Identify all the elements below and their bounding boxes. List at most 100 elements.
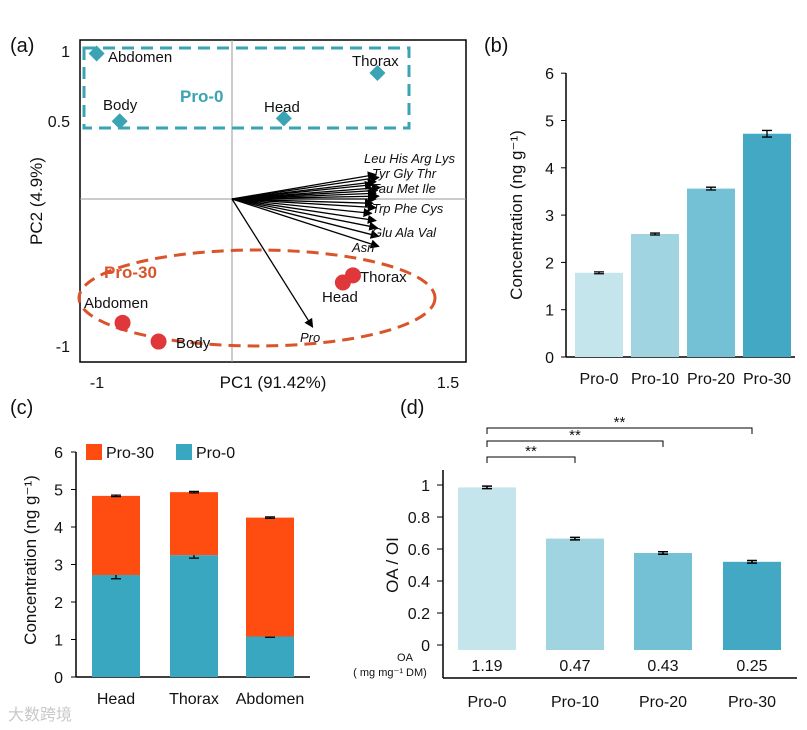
a-loading-vector bbox=[231, 198, 380, 239]
c-xtick: Head bbox=[97, 691, 135, 708]
c-legend-label: Pro-30 bbox=[106, 445, 154, 462]
b-ytick: 6 bbox=[545, 66, 554, 83]
d-oa-value: 1.19 bbox=[471, 658, 502, 675]
a-group-label-pro30: Pro-30 bbox=[104, 263, 157, 282]
d-ylabel: OA / OI bbox=[383, 537, 402, 593]
d-significance-bracket bbox=[486, 456, 576, 463]
d-ytick: 0 bbox=[421, 638, 430, 655]
a-plot-frame bbox=[79, 39, 467, 363]
a-loading-label: Tyr Gly Thr bbox=[372, 166, 437, 181]
b-ytick: 5 bbox=[545, 114, 554, 131]
b-bar bbox=[575, 272, 623, 357]
b-error-bar bbox=[594, 271, 604, 275]
a-point-label: Head bbox=[322, 289, 358, 306]
d-significance-label: ** bbox=[614, 414, 626, 431]
c-legend-swatch-pro30 bbox=[86, 444, 102, 460]
a-ytick: -1 bbox=[56, 339, 70, 356]
c-bar-segment-pro-30 bbox=[246, 517, 294, 637]
b-xtick: Pro-0 bbox=[579, 371, 618, 388]
c-ytick: 1 bbox=[54, 633, 63, 650]
b-bar bbox=[631, 234, 679, 357]
a-point-pro30-circle bbox=[150, 333, 167, 350]
a-xtick: 1.5 bbox=[437, 375, 459, 392]
d-significance-bracket bbox=[486, 427, 753, 434]
a-point-pro30-circle bbox=[114, 314, 131, 331]
c-ytick: 0 bbox=[54, 670, 63, 687]
d-significance-label: ** bbox=[569, 427, 581, 444]
c-bar-segment-pro-30 bbox=[92, 495, 140, 575]
a-point-pro0-diamond bbox=[369, 65, 386, 81]
b-ytick: 2 bbox=[545, 255, 554, 272]
d-oa-value: 0.43 bbox=[647, 658, 678, 675]
c-bar-segment-pro-0 bbox=[170, 555, 218, 677]
d-error-bar bbox=[570, 536, 580, 541]
b-xtick: Pro-30 bbox=[743, 371, 791, 388]
a-ytick: 0.5 bbox=[48, 114, 70, 131]
d-oa-value: 0.47 bbox=[559, 658, 590, 675]
b-error-bar bbox=[650, 232, 660, 236]
a-xtick: -1 bbox=[90, 375, 104, 392]
a-group-label-pro0: Pro-0 bbox=[180, 87, 223, 106]
watermark: 大数跨境 bbox=[8, 705, 72, 724]
d-oa-label: OA bbox=[397, 652, 414, 664]
b-ytick: 1 bbox=[545, 303, 554, 320]
c-ytick: 5 bbox=[54, 483, 63, 500]
b-ylabel: Concentration (ng g⁻¹) bbox=[507, 130, 526, 300]
d-bar bbox=[723, 561, 781, 650]
a-point-label: Body bbox=[103, 97, 138, 114]
a-loading-vector bbox=[231, 198, 373, 218]
a-loading-vector bbox=[231, 198, 377, 212]
a-loading-vector bbox=[231, 198, 375, 208]
a-point-label: Thorax bbox=[352, 53, 399, 70]
d-ytick: 0.4 bbox=[408, 574, 430, 591]
c-error-bar bbox=[111, 494, 121, 498]
c-bar-segment-pro-0 bbox=[246, 636, 294, 677]
d-xtick: Pro-10 bbox=[551, 694, 599, 711]
d-oa-value: 0.25 bbox=[736, 658, 767, 675]
a-loading-vector bbox=[231, 198, 314, 328]
a-loading-vector bbox=[231, 198, 380, 249]
c-error-bar bbox=[265, 516, 275, 520]
a-loading-label: Leu His Arg Lys bbox=[364, 151, 456, 166]
b-ytick: 3 bbox=[545, 208, 554, 225]
d-significance-bracket bbox=[486, 440, 664, 447]
panel-label-c: (c) bbox=[10, 397, 33, 419]
d-ytick: 0.2 bbox=[408, 606, 430, 623]
c-ylabel: Concentration (ng g⁻¹) bbox=[21, 475, 40, 645]
a-xlabel: PC1 (91.42%) bbox=[220, 373, 327, 392]
d-significance-label: ** bbox=[525, 443, 537, 460]
c-error-bar bbox=[189, 490, 199, 494]
a-pro30-group-ellipse bbox=[77, 248, 437, 348]
c-ytick: 4 bbox=[54, 520, 63, 537]
d-oa-unit: ( mg mg⁻¹ DM) bbox=[353, 667, 427, 679]
a-loading-vector bbox=[231, 174, 380, 200]
b-error-bar bbox=[762, 129, 772, 138]
c-bar-segment-pro-0 bbox=[92, 575, 140, 677]
a-loading-label: Tau Met Ile bbox=[372, 181, 436, 196]
a-point-label: Head bbox=[264, 99, 300, 116]
a-pro0-group-box bbox=[82, 46, 411, 130]
a-ytick: 1 bbox=[61, 44, 70, 61]
panel-label-b: (b) bbox=[484, 35, 508, 57]
a-ylabel: PC2 (4.9%) bbox=[27, 157, 46, 245]
c-ytick: 2 bbox=[54, 595, 63, 612]
d-ytick: 0.6 bbox=[408, 542, 430, 559]
b-xtick: Pro-10 bbox=[631, 371, 679, 388]
a-point-label: Body bbox=[176, 335, 211, 352]
b-xtick: Pro-20 bbox=[687, 371, 735, 388]
panel-label-d: (d) bbox=[400, 397, 424, 419]
a-loading-vector bbox=[231, 198, 377, 224]
d-ytick: 1 bbox=[421, 478, 430, 495]
a-point-pro0-diamond bbox=[88, 45, 105, 62]
b-bar bbox=[743, 133, 791, 357]
a-point-label: Abdomen bbox=[84, 295, 148, 312]
c-ytick: 6 bbox=[54, 445, 63, 462]
d-error-bar bbox=[747, 559, 757, 564]
c-xtick: Abdomen bbox=[236, 691, 305, 708]
a-point-label: Thorax bbox=[360, 269, 407, 286]
b-bar bbox=[687, 188, 735, 357]
b-ytick: 4 bbox=[545, 161, 554, 178]
c-legend-swatch-pro0 bbox=[176, 444, 192, 460]
